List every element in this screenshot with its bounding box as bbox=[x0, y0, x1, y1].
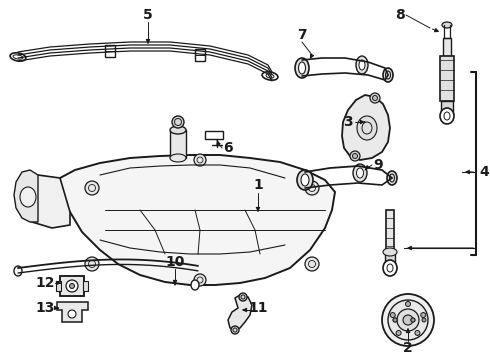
Ellipse shape bbox=[393, 318, 397, 322]
Ellipse shape bbox=[382, 294, 434, 346]
Ellipse shape bbox=[415, 330, 420, 336]
Ellipse shape bbox=[370, 93, 380, 103]
Polygon shape bbox=[57, 302, 88, 322]
Ellipse shape bbox=[70, 284, 74, 288]
Bar bbox=[195, 49, 205, 61]
Text: 9: 9 bbox=[373, 158, 383, 172]
Ellipse shape bbox=[388, 300, 428, 340]
Text: 5: 5 bbox=[143, 8, 153, 22]
Ellipse shape bbox=[239, 293, 247, 301]
Text: 10: 10 bbox=[165, 255, 185, 269]
Ellipse shape bbox=[170, 126, 186, 134]
Bar bbox=[60, 276, 84, 296]
Bar bbox=[443, 38, 451, 56]
Bar bbox=[170, 130, 186, 158]
Bar bbox=[386, 210, 394, 252]
Ellipse shape bbox=[357, 116, 377, 140]
Ellipse shape bbox=[68, 310, 76, 318]
Ellipse shape bbox=[356, 56, 368, 74]
Text: 12: 12 bbox=[35, 276, 55, 290]
Bar bbox=[441, 101, 453, 116]
Text: 2: 2 bbox=[403, 341, 413, 355]
Ellipse shape bbox=[403, 315, 413, 325]
Ellipse shape bbox=[172, 116, 184, 128]
Ellipse shape bbox=[194, 274, 206, 286]
Ellipse shape bbox=[191, 280, 199, 290]
Bar bbox=[60, 276, 84, 296]
Ellipse shape bbox=[170, 154, 186, 162]
Ellipse shape bbox=[387, 171, 397, 185]
Ellipse shape bbox=[13, 55, 23, 59]
Ellipse shape bbox=[422, 318, 426, 322]
Ellipse shape bbox=[10, 53, 26, 61]
Ellipse shape bbox=[390, 312, 395, 318]
Ellipse shape bbox=[14, 266, 22, 276]
Text: 3: 3 bbox=[343, 115, 353, 129]
Ellipse shape bbox=[411, 318, 415, 322]
Polygon shape bbox=[60, 155, 335, 285]
Ellipse shape bbox=[383, 248, 397, 256]
Bar bbox=[56, 281, 61, 291]
Bar bbox=[440, 56, 454, 101]
Ellipse shape bbox=[406, 302, 411, 306]
Ellipse shape bbox=[440, 108, 454, 124]
Ellipse shape bbox=[231, 326, 239, 334]
Polygon shape bbox=[16, 175, 70, 228]
Ellipse shape bbox=[359, 60, 365, 70]
Polygon shape bbox=[14, 170, 38, 222]
Ellipse shape bbox=[411, 318, 415, 322]
Text: 11: 11 bbox=[248, 301, 268, 315]
Ellipse shape bbox=[350, 151, 360, 161]
Text: 8: 8 bbox=[395, 8, 405, 22]
Ellipse shape bbox=[298, 62, 305, 74]
Ellipse shape bbox=[442, 114, 452, 122]
Ellipse shape bbox=[85, 181, 99, 195]
Ellipse shape bbox=[20, 187, 36, 207]
Ellipse shape bbox=[305, 257, 319, 271]
Ellipse shape bbox=[396, 330, 401, 336]
Bar bbox=[205, 131, 223, 139]
Text: 13: 13 bbox=[35, 301, 55, 315]
Ellipse shape bbox=[66, 280, 78, 292]
Text: 4: 4 bbox=[479, 165, 489, 179]
Bar bbox=[83, 281, 88, 291]
Ellipse shape bbox=[262, 72, 278, 80]
Ellipse shape bbox=[353, 164, 367, 182]
Bar bbox=[105, 45, 115, 57]
Text: 6: 6 bbox=[223, 141, 233, 155]
Ellipse shape bbox=[352, 153, 358, 158]
Ellipse shape bbox=[397, 309, 419, 331]
Ellipse shape bbox=[194, 154, 206, 166]
Ellipse shape bbox=[421, 312, 426, 318]
Polygon shape bbox=[228, 295, 252, 330]
Ellipse shape bbox=[357, 168, 364, 178]
Ellipse shape bbox=[305, 181, 319, 195]
Bar bbox=[385, 252, 395, 267]
Ellipse shape bbox=[383, 68, 393, 82]
Ellipse shape bbox=[295, 58, 309, 78]
Ellipse shape bbox=[383, 260, 397, 276]
Ellipse shape bbox=[442, 22, 452, 28]
Ellipse shape bbox=[393, 318, 397, 322]
Text: 1: 1 bbox=[253, 178, 263, 192]
Ellipse shape bbox=[297, 170, 313, 190]
Text: 7: 7 bbox=[297, 28, 307, 42]
Ellipse shape bbox=[372, 95, 377, 100]
Ellipse shape bbox=[85, 257, 99, 271]
Polygon shape bbox=[342, 95, 390, 160]
Ellipse shape bbox=[301, 174, 309, 186]
